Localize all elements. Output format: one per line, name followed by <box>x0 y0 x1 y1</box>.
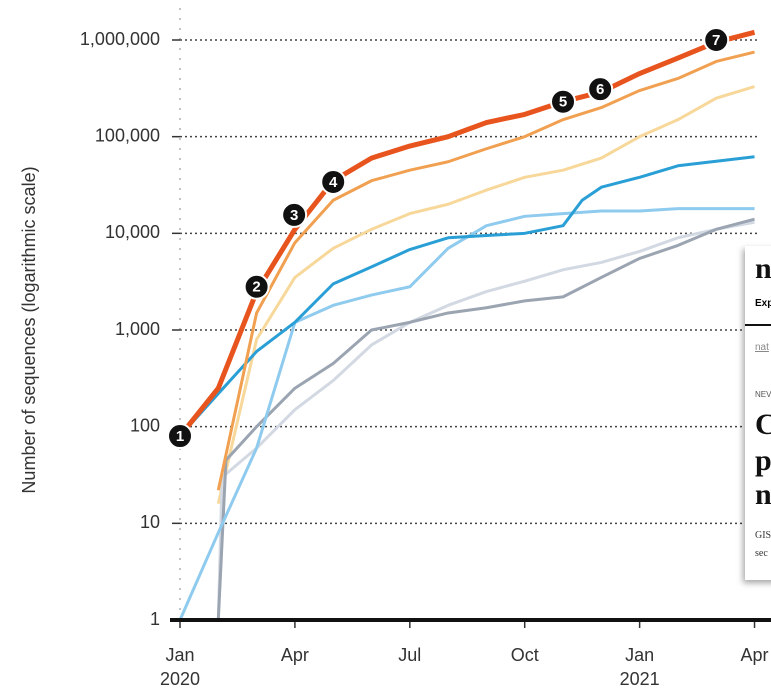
x-tick-label: Jan <box>625 645 654 665</box>
y-tick-label: 1,000 <box>115 319 160 339</box>
y-tick-label: 10 <box>140 512 160 532</box>
headline-line: n <box>755 478 771 511</box>
series-line <box>216 85 755 504</box>
annotation-marker <box>587 76 614 103</box>
nav-item[interactable]: Exp <box>755 298 771 309</box>
y-tick-label: 100,000 <box>95 125 160 145</box>
y-axis-label: Number of sequences (logarithmic scale) <box>19 166 39 493</box>
series-line <box>178 29 756 438</box>
x-tick-label: Oct <box>511 645 539 665</box>
annotation-label: 1 <box>176 428 184 445</box>
series-line <box>216 220 755 621</box>
x-year-label: 2021 <box>620 669 660 689</box>
x-tick-label: Apr <box>741 645 769 665</box>
x-tick-label: Jan <box>165 645 194 665</box>
divider <box>745 324 771 326</box>
kicker: NEV <box>755 390 771 399</box>
article-overlay: n Exp nat NEV C p n GIS sec <box>745 246 771 580</box>
series-line <box>216 217 755 621</box>
x-tick-label: Jul <box>398 645 421 665</box>
y-tick-label: 1,000,000 <box>80 29 160 49</box>
x-year-label: 2020 <box>160 669 200 689</box>
annotation-marker <box>703 27 730 53</box>
headline-line: C <box>755 408 771 441</box>
x-tick-label: Apr <box>281 645 309 665</box>
annotation-label: 6 <box>596 81 604 98</box>
standfirst-line: sec <box>755 548 768 559</box>
annotation-label: 5 <box>559 94 567 111</box>
series-line <box>178 155 755 438</box>
annotation-marker <box>320 168 347 195</box>
annotation-marker <box>281 201 308 228</box>
annotation-marker <box>550 88 577 115</box>
annotation-marker <box>243 273 270 300</box>
y-tick-label: 10,000 <box>105 222 160 242</box>
series-line <box>178 207 755 621</box>
annotation-label: 3 <box>290 207 298 224</box>
annotation-label: 7 <box>712 32 720 49</box>
y-tick-label: 1 <box>150 609 160 629</box>
annotation-label: 2 <box>252 279 260 296</box>
annotation-marker <box>167 423 193 450</box>
series-line <box>216 50 755 491</box>
headline-line: p <box>755 444 771 477</box>
annotation-label: 4 <box>329 174 338 191</box>
masthead: n <box>755 252 771 285</box>
standfirst-line: GIS <box>755 530 771 541</box>
breadcrumb[interactable]: nat <box>755 342 769 353</box>
y-tick-label: 100 <box>130 415 160 435</box>
